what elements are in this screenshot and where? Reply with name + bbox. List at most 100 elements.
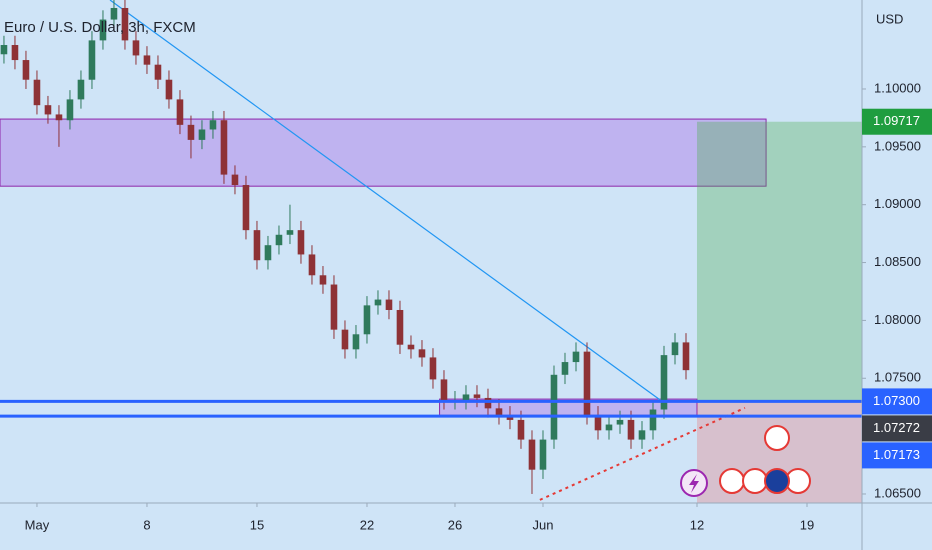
- x-tick-label: Jun: [533, 517, 554, 532]
- candle-body: [132, 40, 140, 56]
- y-tick-label: 1.08500: [874, 254, 921, 269]
- candle-body: [660, 355, 668, 410]
- candle-body: [616, 419, 624, 425]
- candle-body: [352, 334, 360, 350]
- candle-body: [605, 424, 613, 431]
- event-icons: [680, 425, 811, 497]
- price-badge: [862, 415, 932, 442]
- x-tick-label: 15: [250, 517, 264, 532]
- y-tick-label: 1.09000: [874, 196, 921, 211]
- candle-body: [209, 120, 217, 130]
- candle-body: [154, 64, 162, 80]
- candle-body: [396, 309, 404, 345]
- candle-body: [143, 55, 151, 65]
- price-badge: [862, 388, 932, 415]
- candle-body: [121, 7, 129, 41]
- candle-body: [220, 120, 228, 175]
- us-flag-icon[interactable]: [742, 468, 768, 494]
- price-badge: [862, 108, 932, 135]
- candle-body: [308, 254, 316, 276]
- candle-body: [550, 374, 558, 440]
- candle-body: [187, 124, 195, 140]
- candle-body: [462, 394, 470, 401]
- candle-body: [649, 409, 657, 431]
- candle-body: [429, 357, 437, 380]
- x-tick-label: 12: [690, 517, 704, 532]
- candle-body: [495, 408, 503, 416]
- candle-body: [473, 394, 481, 398]
- y-tick-label: 1.10000: [874, 80, 921, 95]
- x-tick-label: 8: [143, 517, 150, 532]
- candle-body: [671, 342, 679, 356]
- price-badge-label: 1.07300: [873, 393, 920, 408]
- candle-body: [594, 415, 602, 431]
- candle-body: [110, 7, 118, 20]
- candle-body: [66, 99, 74, 121]
- chart-title: Euro / U.S. Dollar, 3h, FXCM: [4, 19, 196, 36]
- candle-body: [572, 351, 580, 363]
- candle-body: [275, 234, 283, 246]
- candle-body: [363, 305, 371, 335]
- candle-body: [33, 79, 41, 106]
- candle-body: [55, 114, 63, 121]
- y-tick-label: 1.06500: [874, 485, 921, 500]
- y-tick-label: 1.07500: [874, 370, 921, 385]
- candle-body: [341, 329, 349, 350]
- currency-label: USD: [876, 11, 903, 26]
- profit-area: [696, 121, 862, 402]
- candle-body: [517, 419, 525, 440]
- candle-body: [44, 105, 52, 115]
- candle-body: [440, 379, 448, 401]
- price-badge-label: 1.07173: [873, 447, 920, 462]
- supply-demand-zone: [0, 118, 767, 187]
- candle-body: [528, 439, 536, 470]
- candle-body: [561, 362, 569, 375]
- candle-body: [77, 79, 85, 100]
- y-tick-label: 1.09500: [874, 138, 921, 153]
- candle-body: [165, 79, 173, 100]
- candle-body: [88, 40, 96, 80]
- x-tick-label: 19: [800, 517, 814, 532]
- candle-body: [583, 351, 591, 416]
- x-tick-label: May: [25, 517, 50, 532]
- candle-body: [286, 230, 294, 235]
- candle-body: [385, 299, 393, 310]
- price-badge: [862, 442, 932, 469]
- candle-body: [319, 275, 327, 285]
- eu-flag-icon[interactable]: [764, 468, 790, 494]
- x-tick-label: 26: [448, 517, 462, 532]
- candle-body: [11, 45, 19, 61]
- candle-body: [627, 419, 635, 440]
- candle-body: [231, 174, 239, 186]
- trendline: [539, 406, 746, 501]
- price-badge-label: 1.09717: [873, 113, 920, 128]
- candle-body: [297, 230, 305, 255]
- candle-body: [539, 439, 547, 470]
- candle-body: [330, 284, 338, 330]
- candle-body: [242, 185, 250, 231]
- candle-body: [198, 129, 206, 140]
- candle-body: [0, 45, 8, 55]
- candle-body: [418, 349, 426, 358]
- us-flag-icon[interactable]: [719, 468, 745, 494]
- candle-body: [407, 344, 415, 350]
- candle-body: [506, 415, 514, 420]
- lightning-glyph: [689, 474, 699, 493]
- candle-body: [484, 397, 492, 409]
- candle-body: [638, 430, 646, 440]
- candle-body: [176, 99, 184, 125]
- candle-body: [374, 299, 382, 306]
- y-tick-label: 1.08000: [874, 312, 921, 327]
- candle-body: [682, 342, 690, 371]
- candle-body: [22, 60, 30, 80]
- us-flag-icon[interactable]: [764, 425, 790, 451]
- candle-body: [99, 19, 107, 41]
- candle-body: [264, 245, 272, 261]
- x-tick-label: 22: [360, 517, 374, 532]
- candle-body: [253, 230, 261, 261]
- price-badge-label: 1.07272: [873, 420, 920, 435]
- trendline: [109, 0, 661, 401]
